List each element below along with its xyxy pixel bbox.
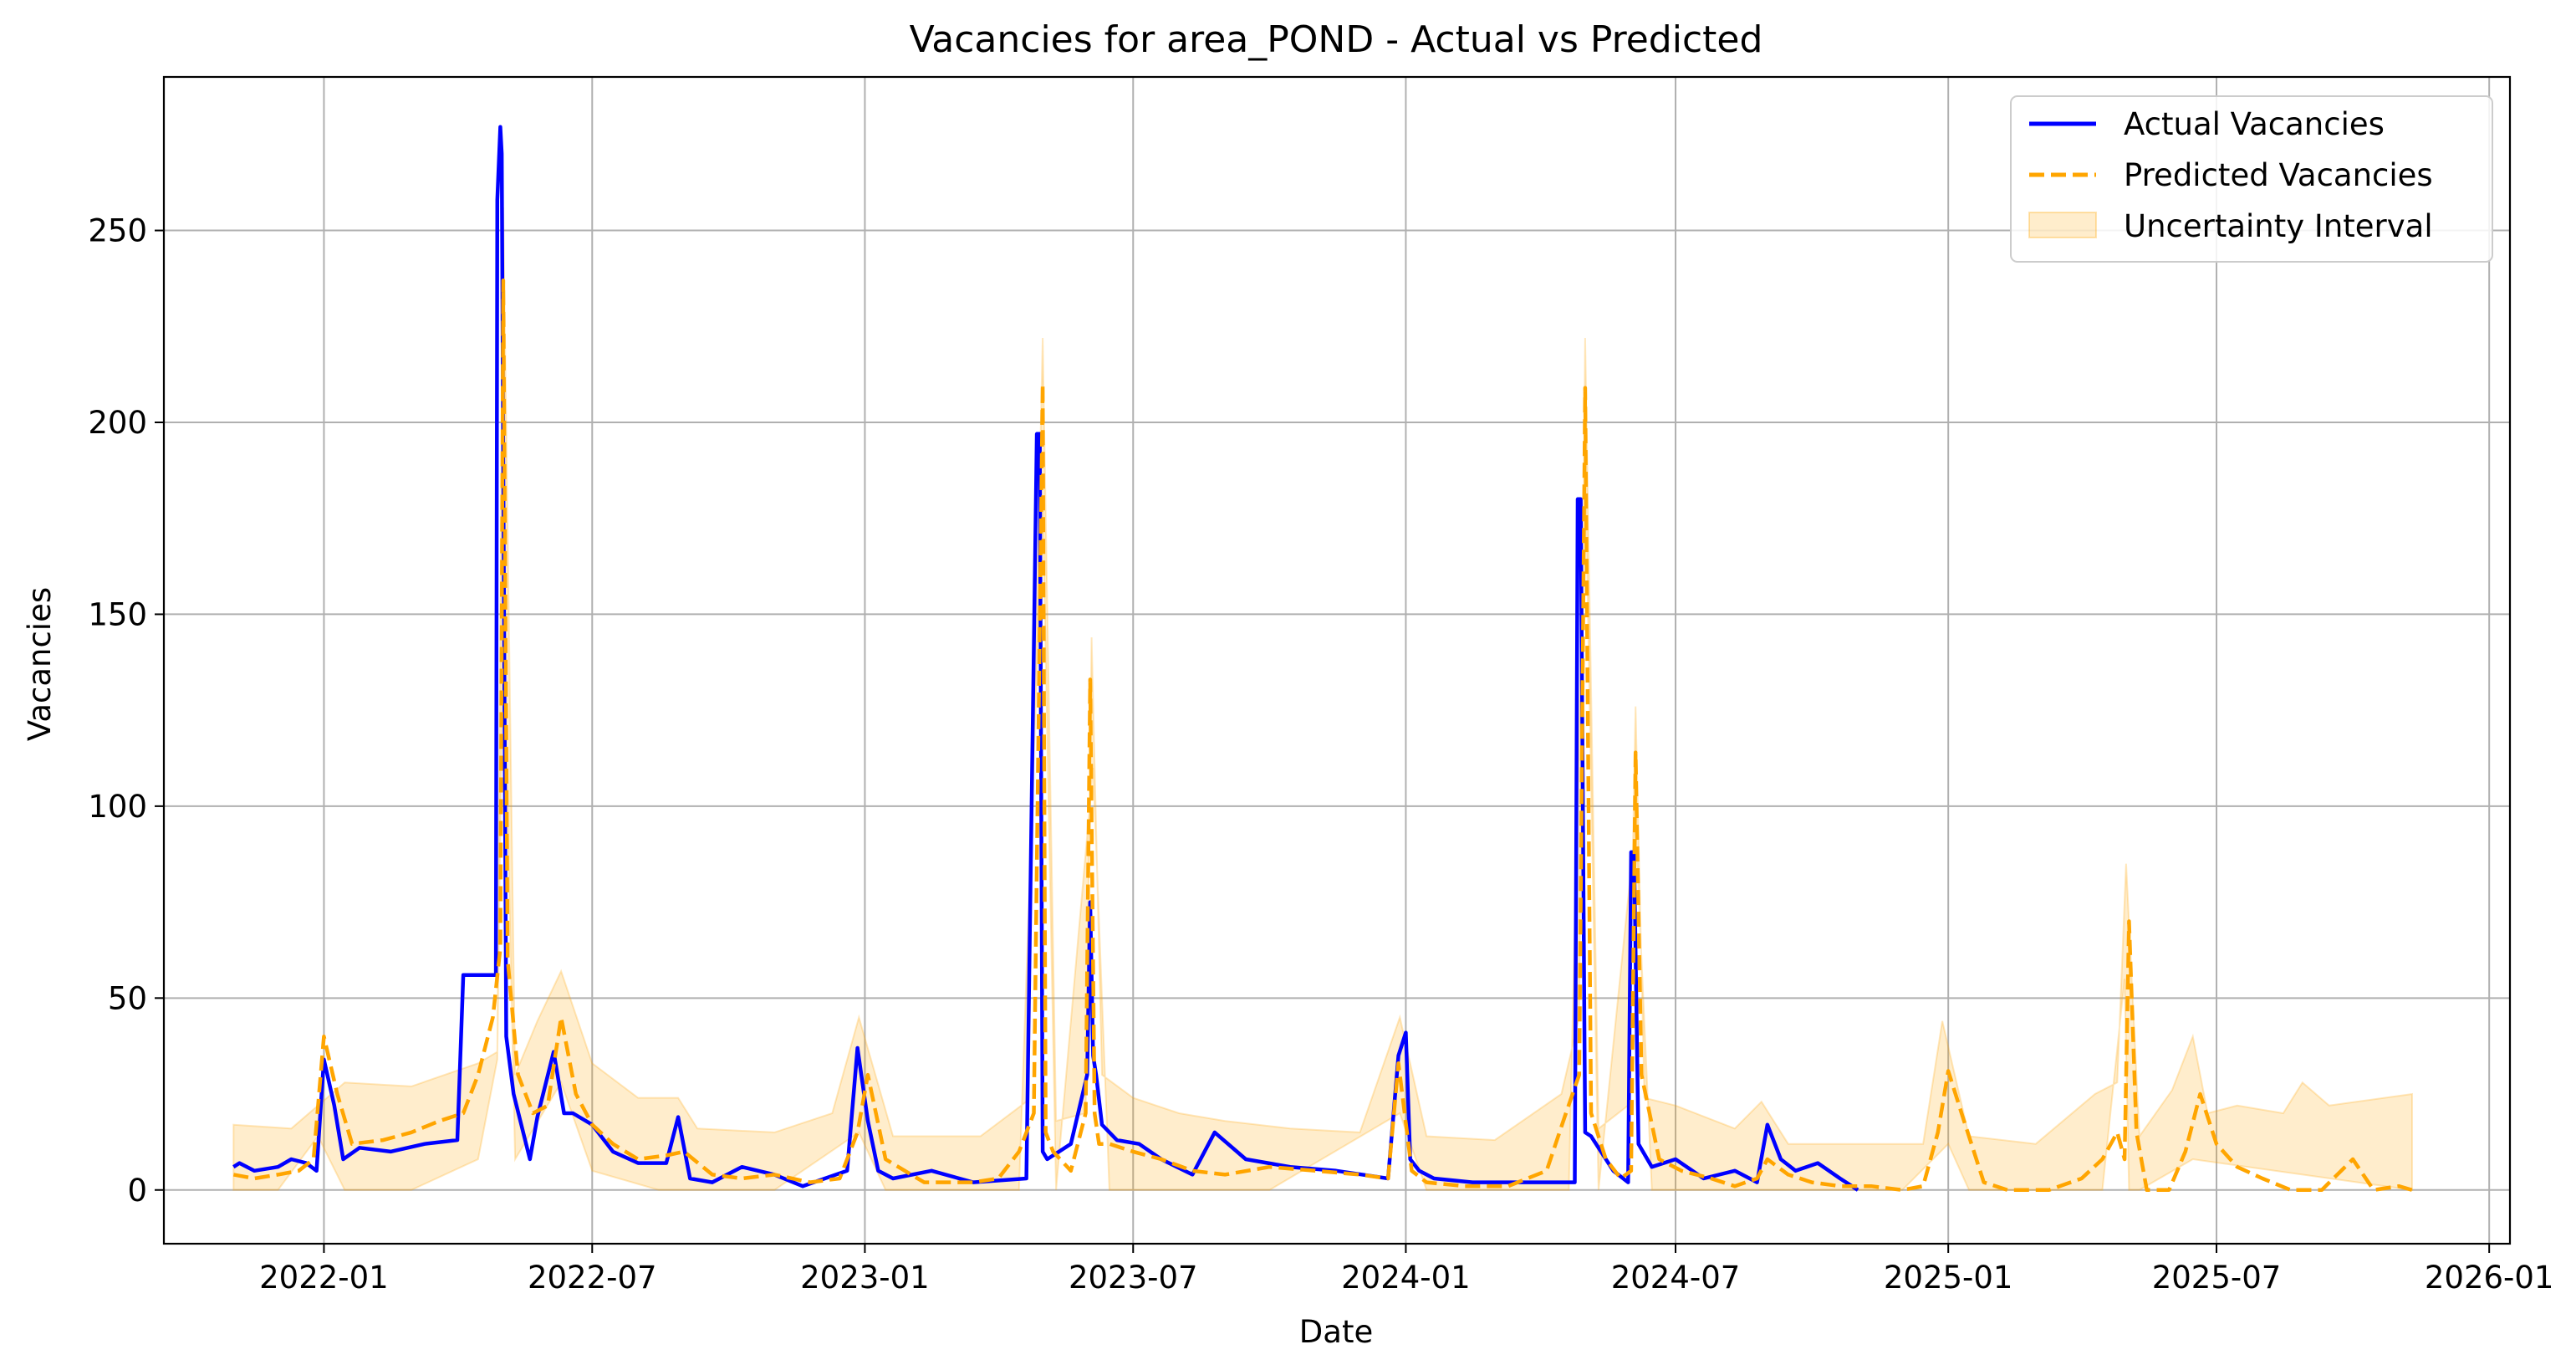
uncertainty-interval-band — [232, 207, 2413, 1191]
x-tick-label: 2025-07 — [2152, 1260, 2282, 1296]
series-group — [232, 125, 2413, 1193]
legend-interval-swatch — [2028, 212, 2097, 238]
legend-actual-label: Actual Vacancies — [2124, 106, 2385, 142]
grid-lines — [164, 77, 2510, 1244]
x-tick-label: 2024-07 — [1611, 1260, 1741, 1296]
x-tick-label: 2025-01 — [1884, 1260, 2013, 1296]
y-tick-label: 250 — [88, 213, 147, 249]
x-tick-label: 2022-07 — [528, 1260, 657, 1296]
uncertainty-band-group — [232, 207, 2413, 1191]
y-tick-label: 0 — [127, 1173, 147, 1209]
x-tick-label: 2026-01 — [2425, 1260, 2554, 1296]
x-axis-label: Date — [1299, 1314, 1373, 1350]
axis-ticks: 2022-01 2022-07 2023-01 2023-07 2024-01 2024-… — [88, 213, 2553, 1296]
x-tick-label: 2023-01 — [800, 1260, 930, 1296]
legend-box — [2010, 95, 2493, 263]
x-tick-label: 2023-07 — [1069, 1260, 1198, 1296]
x-tick-label: 2022-01 — [259, 1260, 389, 1296]
legend-interval-label: Uncertainty Interval — [2124, 208, 2433, 244]
y-tick-label: 50 — [108, 980, 147, 1016]
y-tick-label: 100 — [88, 789, 147, 825]
x-tick-label: 2024-01 — [1341, 1260, 1471, 1296]
plot-frame — [162, 75, 2512, 1245]
chart-title: Vacancies for area_POND - Actual vs Pred… — [910, 18, 1763, 61]
y-tick-label: 200 — [88, 405, 147, 441]
y-axis-label: Vacancies — [22, 587, 58, 741]
predicted-vacancies-line — [232, 278, 2413, 1193]
legend: Actual Vacancies Predicted Vacancies Unc… — [2010, 95, 2493, 263]
legend-predicted-label: Predicted Vacancies — [2124, 157, 2433, 193]
y-tick-label: 150 — [88, 596, 147, 632]
